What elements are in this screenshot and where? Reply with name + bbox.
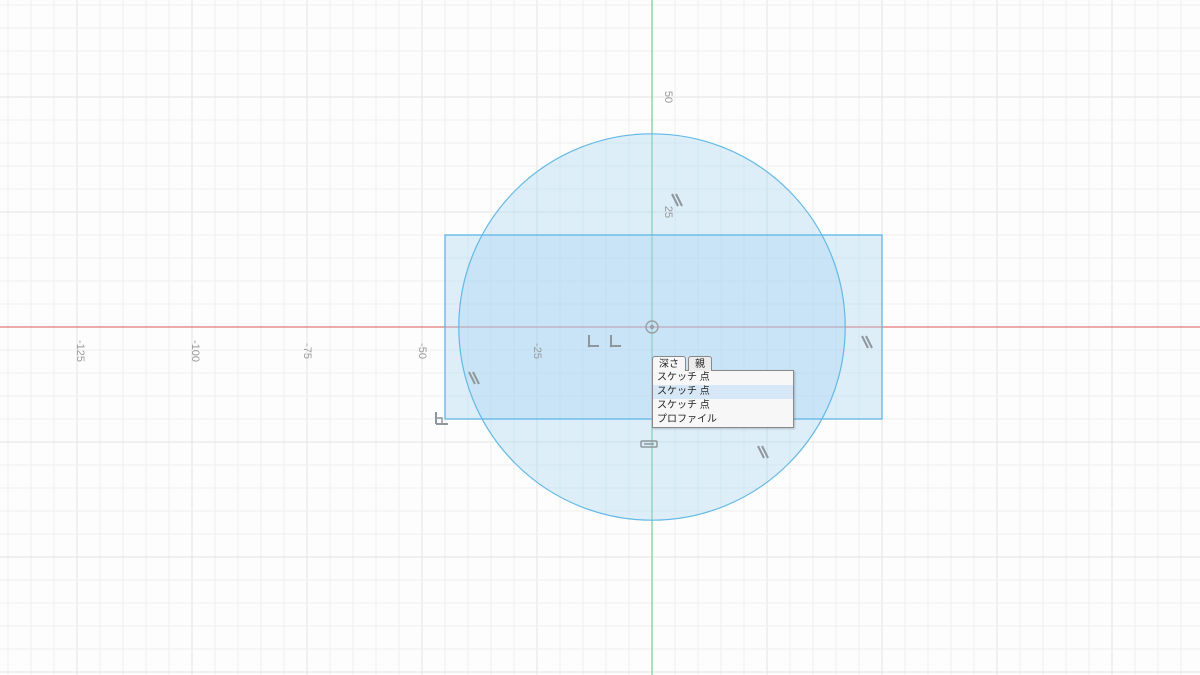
popup-list: スケッチ 点 スケッチ 点 スケッチ 点 プロファイル	[652, 370, 794, 428]
axis-tick-label: -25	[531, 343, 543, 359]
axis-tick-label: -75	[301, 343, 313, 359]
popup-tab-depth[interactable]: 深さ	[652, 356, 686, 371]
axis-tick-label: -100	[189, 340, 201, 362]
axis-tick-label: 25	[662, 206, 674, 218]
axis-tick-label: -50	[416, 343, 428, 359]
popup-item[interactable]: プロファイル	[653, 413, 793, 427]
popup-tab-parent[interactable]: 親	[688, 356, 712, 371]
popup-item[interactable]: スケッチ 点	[653, 371, 793, 385]
axis-tick-label: 50	[662, 91, 674, 103]
grid-overlay	[0, 0, 1200, 675]
popup-item[interactable]: スケッチ 点	[653, 385, 793, 399]
selection-popup[interactable]: 深さ 親 スケッチ 点 スケッチ 点 スケッチ 点 プロファイル	[652, 354, 794, 428]
sketch-canvas[interactable]: -125 -100 -75 -50 -25 25 50 深さ 親 スケッチ 点 スケッチ 点…	[0, 0, 1200, 675]
popup-item[interactable]: スケッチ 点	[653, 399, 793, 413]
axis-tick-label: -125	[74, 340, 86, 362]
popup-tabs: 深さ 親	[652, 354, 794, 370]
